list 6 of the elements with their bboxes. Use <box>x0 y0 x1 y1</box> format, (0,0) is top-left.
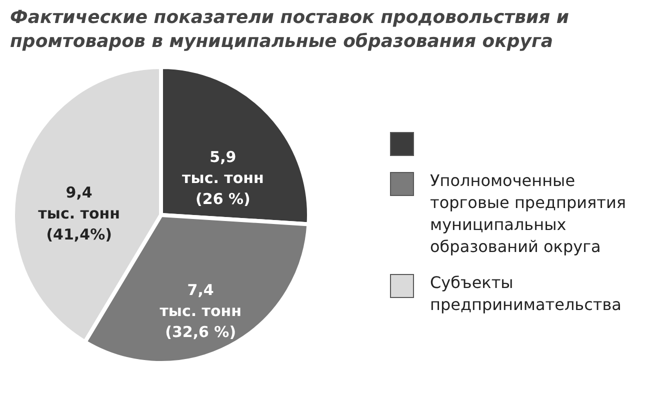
legend-label: Уполномоченные торговые предприятия муниципальных образований округа <box>430 170 627 258</box>
chart-title: Фактические показатели поставок продовольствия и промтоваров в муниципальные образования округа <box>10 6 570 54</box>
data-label: 9,4 тыс. тонн (41,4%) <box>38 183 120 244</box>
legend-label: Субъекты предпринимательства <box>430 272 622 316</box>
data-label: 5,9 тыс. тонн (26 %) <box>182 148 264 208</box>
data-label: 7,4 тыс. тонн (32,6 %) <box>160 281 242 342</box>
